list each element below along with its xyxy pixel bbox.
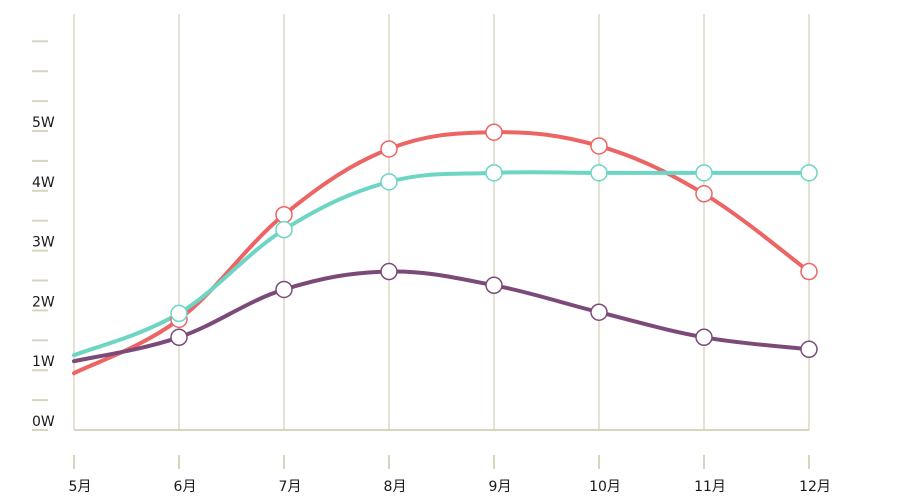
label-layer: 0W 1W 2W 3W 4W 5W 5月 6月 7月 8月 9月 10月 11月 12月 — [32, 115, 831, 495]
y-tick-label: 4W — [32, 175, 55, 191]
data-point-marker — [590, 303, 608, 321]
axis-layer — [32, 40, 810, 469]
data-point-marker — [485, 276, 503, 295]
data-point-marker — [275, 205, 293, 224]
data-point-marker — [170, 304, 188, 323]
x-tick-label: 6月 — [174, 479, 197, 495]
x-tick-label: 11月 — [694, 479, 726, 495]
data-point-marker — [800, 340, 818, 359]
data-point-marker — [590, 164, 608, 182]
data-point-marker — [800, 262, 818, 281]
data-point-marker — [485, 123, 503, 141]
series-layer — [72, 123, 818, 376]
data-point-marker — [275, 280, 293, 299]
x-tick-label: 8月 — [384, 479, 407, 495]
data-point-marker — [695, 185, 713, 203]
data-point-marker — [590, 137, 608, 155]
series-line — [72, 269, 811, 364]
series-line — [72, 170, 811, 358]
data-point-marker — [695, 164, 713, 182]
grid-layer — [73, 14, 810, 430]
y-tick-label: 1W — [32, 354, 55, 370]
data-point-marker — [380, 262, 398, 281]
data-point-marker — [380, 140, 398, 158]
x-tick-label: 10月 — [589, 479, 621, 495]
x-tick-label: 12月 — [799, 479, 831, 495]
x-tick-label: 7月 — [279, 479, 302, 495]
data-point-marker — [485, 164, 503, 182]
data-point-marker — [170, 328, 188, 347]
data-point-marker — [275, 220, 293, 239]
x-tick-label: 5月 — [69, 479, 92, 495]
y-tick-label: 2W — [32, 294, 55, 310]
data-point-marker — [695, 328, 713, 347]
series-line — [72, 130, 811, 376]
y-tick-label: 3W — [32, 235, 55, 251]
y-tick-label: 0W — [32, 414, 55, 430]
data-point-marker — [800, 164, 818, 182]
data-point-marker — [380, 173, 398, 191]
y-tick-label: 5W — [32, 115, 55, 131]
x-tick-label: 9月 — [489, 479, 512, 495]
